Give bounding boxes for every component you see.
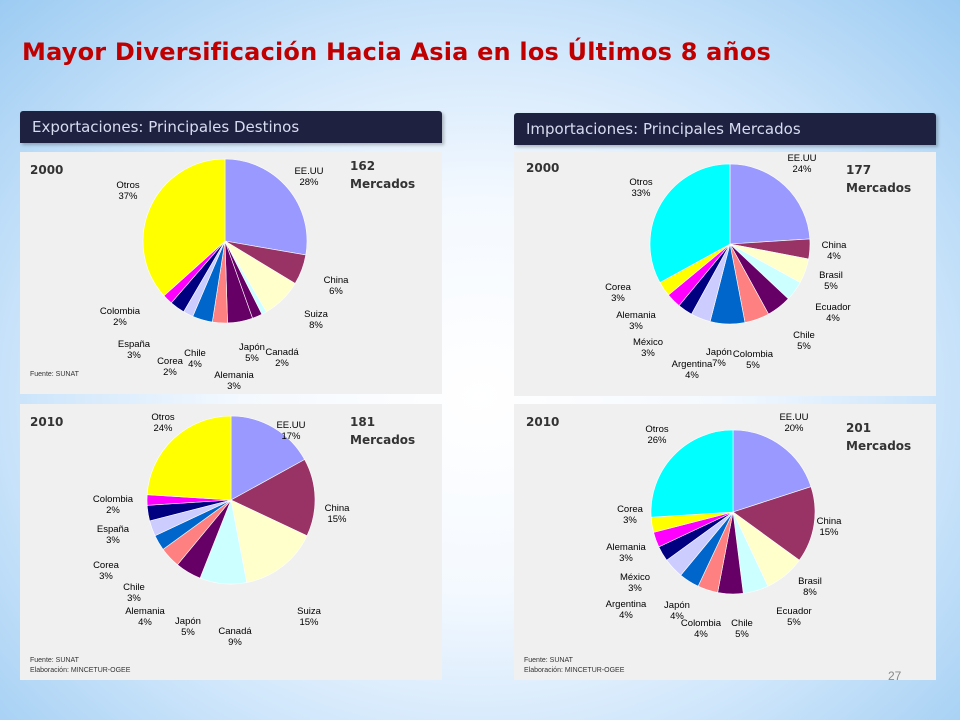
chart-exports-2000: EE.UU 28% China 6% Suiza 8% Canadá 2% Japón 5% Ale… xyxy=(20,152,442,394)
slice-label: Corea 2% xyxy=(157,356,184,378)
slice-label: Colombia 2% xyxy=(100,306,141,328)
pie-slice-ee-uu xyxy=(224,158,308,256)
markets-count: 181 Mercados xyxy=(350,415,415,447)
slice-label: Suiza 15% xyxy=(297,606,321,628)
year-label: 2010 xyxy=(30,415,63,429)
pie-svg: EE.UU 28% China 6% Suiza 8%Canadá 2%Japón 5% Ale… xyxy=(30,158,415,392)
slice-label: EE.UU 24% xyxy=(787,153,816,175)
slice-label: Colombia 4% xyxy=(681,618,722,640)
slice-label: Alemania 3% xyxy=(214,370,254,392)
slice-label: EE.UU 28% xyxy=(294,166,323,188)
slice-label: Chile 4% xyxy=(184,348,206,370)
slice-label: Brasil 5% xyxy=(819,270,843,292)
markets-count: 177 Mercados xyxy=(846,163,911,195)
slice-label: Corea 3% xyxy=(93,560,120,582)
slice-label: China 15% xyxy=(325,503,351,525)
pie-svg: EE.UU 24% China 4% Brasil 5% Ecuador 4%Chile 5% C… xyxy=(526,153,911,381)
exports-header: Exportaciones: Principales Destinos xyxy=(20,111,442,143)
year-label: 2000 xyxy=(30,163,63,177)
source-note: Fuente: SUNAT xyxy=(30,371,80,378)
slice-label: Otros 24% xyxy=(151,412,174,434)
slice-label: China 4% xyxy=(822,240,848,262)
page-title: Mayor Diversificación Hacia Asia en los … xyxy=(22,38,772,66)
pie-slice-otros xyxy=(650,429,734,518)
pie-svg: EE.UU 20% China 15% Brasil 8% Ecuador 5% Chile 5%… xyxy=(524,412,911,674)
slice-label: Canadá 9% xyxy=(218,626,252,648)
slice-label: Otros 33% xyxy=(629,177,652,199)
pie-svg: EE.UU 17% China 15% Suiza 15% Canadá 9% Japón 5% A… xyxy=(30,412,415,674)
year-label: 2000 xyxy=(526,161,559,175)
slice-label: China 15% xyxy=(817,516,843,538)
imports-header: Importaciones: Principales Mercados xyxy=(514,113,936,145)
slice-label: México 3% xyxy=(620,572,650,594)
markets-count: 162 Mercados xyxy=(350,159,415,191)
slice-label: Japón 7% xyxy=(706,347,732,369)
slice-label: México 3% xyxy=(633,337,663,359)
slice-label: EE.UU 20% xyxy=(779,412,808,434)
slice-label: Alemania 4% xyxy=(125,606,165,628)
slice-label: Japón 4% xyxy=(664,600,690,622)
slice-label: Argentina 4% xyxy=(606,599,647,621)
pie-slice-otros xyxy=(146,415,232,501)
source-note: Fuente: SUNAT xyxy=(30,657,80,664)
chart-imports-2000: EE.UU 24% China 4% Brasil 5% Ecuador 4% Chile 5% C… xyxy=(514,152,936,396)
elaboration-note: Elaboración: MINCETUR-OGEE xyxy=(30,667,131,674)
pie-slice-otros xyxy=(142,158,226,297)
page-number: 27 xyxy=(888,669,902,683)
slice-label: Corea 3% xyxy=(617,504,644,526)
year-label: 2010 xyxy=(526,415,559,429)
pie-slice-ee-uu xyxy=(732,429,812,513)
slice-label: España 3% xyxy=(118,339,151,361)
markets-count: 201 Mercados xyxy=(846,421,911,453)
slice-label: Colombia 2% xyxy=(93,494,134,516)
slice-label: Alemania 3% xyxy=(616,310,656,332)
pie-slice-otros xyxy=(649,163,731,283)
pie-slice-china xyxy=(732,486,816,561)
slice-label: Alemania 3% xyxy=(606,542,646,564)
elaboration-note: Elaboración: MINCETUR-OGEE xyxy=(524,667,625,674)
pie-slice-ee-uu xyxy=(729,163,811,245)
slice-label: Japón 5% xyxy=(239,342,265,364)
slice-label: Otros 26% xyxy=(645,424,668,446)
slice-label: EE.UU 17% xyxy=(276,420,305,442)
slice-label: Colombia 5% xyxy=(733,349,774,371)
slice-label: Corea 3% xyxy=(605,282,632,304)
slice-label: Chile 3% xyxy=(123,582,145,604)
pie-slice-suiza xyxy=(230,499,308,583)
chart-exports-2010: EE.UU 17% China 15% Suiza 15% Canadá 9% Japón 5% A… xyxy=(20,404,442,680)
slice-label: Chile 5% xyxy=(793,330,815,352)
slice-label: España 3% xyxy=(97,524,130,546)
chart-imports-2010: EE.UU 20% China 15% Brasil 8% Ecuador 5% Chile 5%… xyxy=(514,404,936,680)
slice-label: Suiza 8% xyxy=(304,309,328,331)
slice-label: Argentina 4% xyxy=(672,359,713,381)
slice-label: Ecuador 5% xyxy=(776,606,811,628)
slice-label: Chile 5% xyxy=(731,618,753,640)
slice-label: Ecuador 4% xyxy=(815,302,850,324)
slice-label: Japón 5% xyxy=(175,616,201,638)
slice-label: Brasil 8% xyxy=(798,576,822,598)
slice-label: China 6% xyxy=(324,275,350,297)
pie-slice-ee-uu xyxy=(230,415,306,501)
source-note: Fuente: SUNAT xyxy=(524,657,574,664)
slice-label: Canadá 2% xyxy=(265,347,299,369)
pie-slice-china xyxy=(230,459,316,537)
slice-label: Otros 37% xyxy=(116,180,139,202)
